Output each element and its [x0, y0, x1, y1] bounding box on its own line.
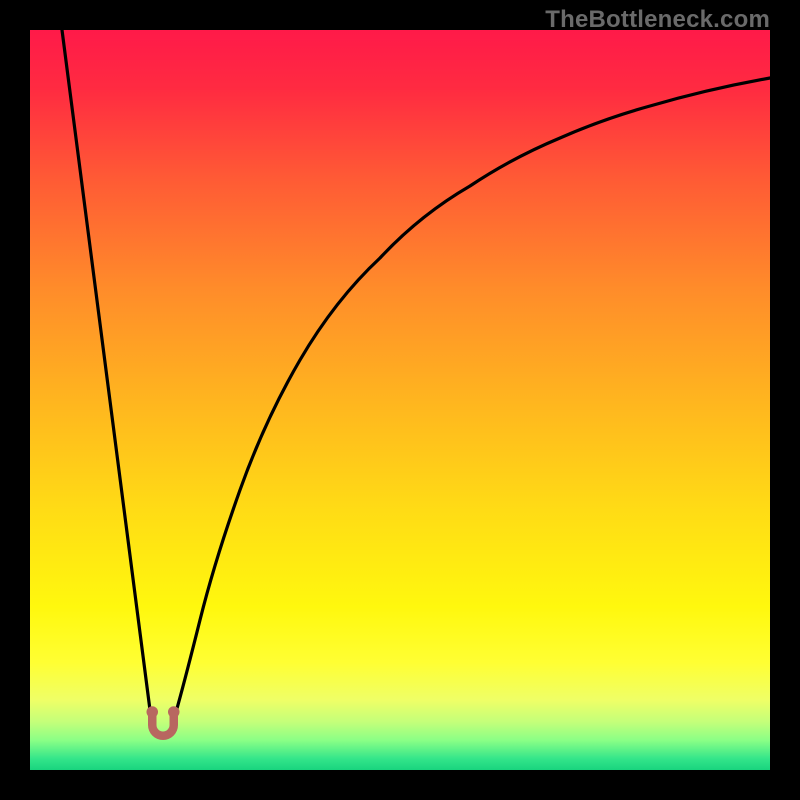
valley-marker-lobe-left: [147, 706, 159, 718]
bottleneck-chart: [0, 0, 800, 800]
watermark-label: TheBottleneck.com: [545, 6, 770, 34]
valley-marker-lobe-right: [168, 706, 180, 718]
plot-background: [30, 30, 770, 770]
